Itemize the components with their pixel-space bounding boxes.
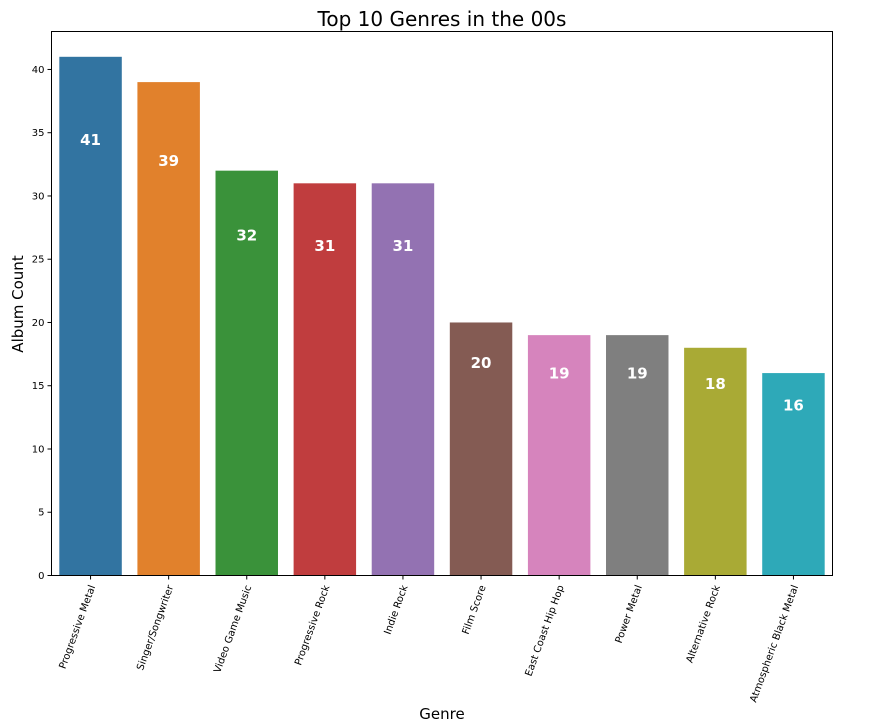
y-tick-label: 25 [32, 255, 45, 266]
bar [527, 335, 591, 576]
y-tick-label: 15 [32, 381, 45, 392]
y-tick-label: 40 [32, 65, 45, 76]
plot-frame [51, 31, 833, 576]
x-tick-label: Film Score [461, 584, 489, 636]
bar-value-label: 32 [236, 226, 257, 244]
y-tick-label: 20 [32, 318, 45, 329]
bar [449, 322, 513, 576]
x-tick-label: Video Game Music [212, 584, 254, 675]
y-tick-label: 0 [38, 571, 44, 582]
y-axis-label: Album Count [9, 255, 27, 353]
bar-value-label: 16 [783, 396, 804, 414]
x-tick-label: Indie Rock [383, 584, 411, 636]
x-tick-label: Alternative Rock [685, 584, 723, 665]
bar-value-label: 19 [549, 365, 570, 383]
bar-value-label: 18 [705, 375, 726, 393]
bar-value-label: 41 [80, 131, 101, 149]
x-axis: Progressive Metal Singer/Songwriter Video … [58, 575, 801, 704]
bar [684, 347, 747, 576]
chart-title: Top 10 Genres in the 00s [317, 7, 567, 31]
bar-value-label: 31 [314, 237, 335, 255]
bar [371, 183, 435, 576]
x-tick-label: Singer/Songwriter [135, 583, 176, 672]
bar-value-label: 39 [158, 152, 179, 170]
y-axis: 0 5 10 15 20 25 30 35 40 [32, 65, 52, 582]
x-tick-label: Power Metal [614, 584, 645, 645]
bar [762, 373, 825, 576]
y-tick-label: 35 [32, 128, 45, 139]
y-tick-label: 30 [32, 191, 45, 202]
x-tick-label: Progressive Metal [58, 584, 99, 671]
x-tick-label: Progressive Rock [293, 584, 332, 667]
bar-value-label: 20 [471, 354, 492, 372]
y-tick-label: 5 [38, 508, 44, 519]
y-tick-label: 10 [32, 444, 45, 455]
bar [606, 335, 669, 576]
x-axis-label: Genre [419, 705, 464, 723]
bar [215, 170, 278, 576]
x-tick-label: East Coast Hip Hop [524, 584, 567, 678]
bar-value-label: 31 [393, 237, 414, 255]
bar [293, 183, 357, 576]
bar [59, 56, 122, 576]
bars-layer: 41 39 32 31 31 20 19 19 18 16 [59, 56, 825, 576]
bar [137, 82, 200, 576]
x-tick-label: Atmospheric Black Metal [748, 584, 801, 704]
bar-value-label: 19 [627, 365, 648, 383]
